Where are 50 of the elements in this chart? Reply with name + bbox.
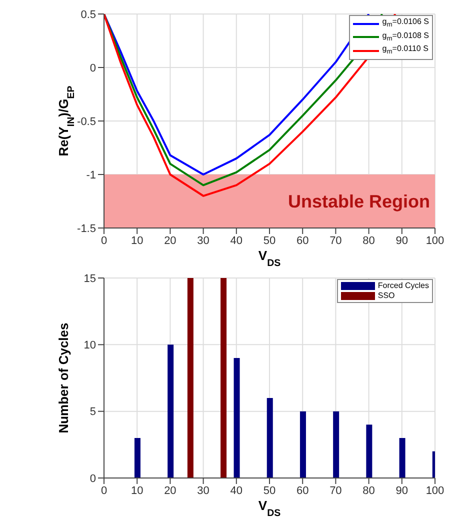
bar (366, 424, 372, 478)
y-tick-label: 0 (90, 472, 96, 485)
x-tick-label: 90 (396, 234, 408, 247)
x-tick-label: 80 (362, 484, 375, 497)
x-tick-label: 30 (197, 234, 210, 247)
x-tick-label: 90 (396, 484, 408, 497)
bar (234, 358, 240, 478)
y-tick-label: 15 (84, 272, 96, 285)
bar (333, 411, 340, 478)
x-tick-label: 50 (263, 234, 276, 247)
x-tick-label: 70 (330, 484, 342, 497)
legend-label: Forced Cycles (378, 281, 429, 291)
x-tick-label: 60 (296, 484, 309, 497)
y-tick-label: -1.5 (77, 222, 96, 235)
x-axis-title: V$_{DS}$ (258, 498, 282, 518)
x-tick-label: 30 (197, 484, 210, 497)
x-axis-title: V$_{DS}$ (258, 248, 282, 268)
x-tick-label: 20 (164, 484, 176, 497)
bar (399, 438, 406, 478)
x-tick-label: 60 (296, 234, 309, 247)
y-tick-label: 10 (84, 340, 96, 352)
x-tick-label: 10 (130, 484, 144, 497)
bar (266, 398, 273, 478)
bar (300, 411, 306, 478)
x-tick-label: 100 (426, 484, 444, 497)
x-tick-label: 70 (330, 234, 342, 247)
legend-label: g$_{m}$=0.0106 S (382, 17, 429, 31)
y-tick-label: 0.5 (80, 8, 96, 21)
bar (220, 278, 227, 478)
x-tick-label: 10 (130, 234, 144, 247)
y-tick-label: 0 (90, 62, 96, 74)
x-tick-label: 100 (426, 234, 444, 247)
x-tick-label: 40 (230, 484, 243, 497)
x-tick-label: 0 (100, 234, 108, 247)
legend-label: g$_{m}$=0.0108 S (382, 30, 429, 44)
bar (134, 438, 140, 478)
y-tick-label: -0.5 (77, 116, 96, 128)
x-tick-label: 50 (263, 484, 276, 497)
bar (187, 278, 194, 478)
legend-label: SSO (378, 291, 395, 301)
legend-label: g$_{m}$=0.0110 S (382, 44, 428, 58)
band-label: Unstable Region (288, 192, 430, 212)
x-tick-label: 0 (100, 484, 108, 497)
bar (168, 344, 174, 478)
x-tick-label: 20 (164, 234, 176, 247)
x-tick-label: 40 (230, 234, 243, 247)
y-tick-label: 5 (90, 406, 96, 418)
y-axis-title: Number of Cycles (56, 322, 71, 434)
x-tick-label: 80 (362, 234, 375, 247)
y-tick-label: -1 (86, 169, 96, 182)
